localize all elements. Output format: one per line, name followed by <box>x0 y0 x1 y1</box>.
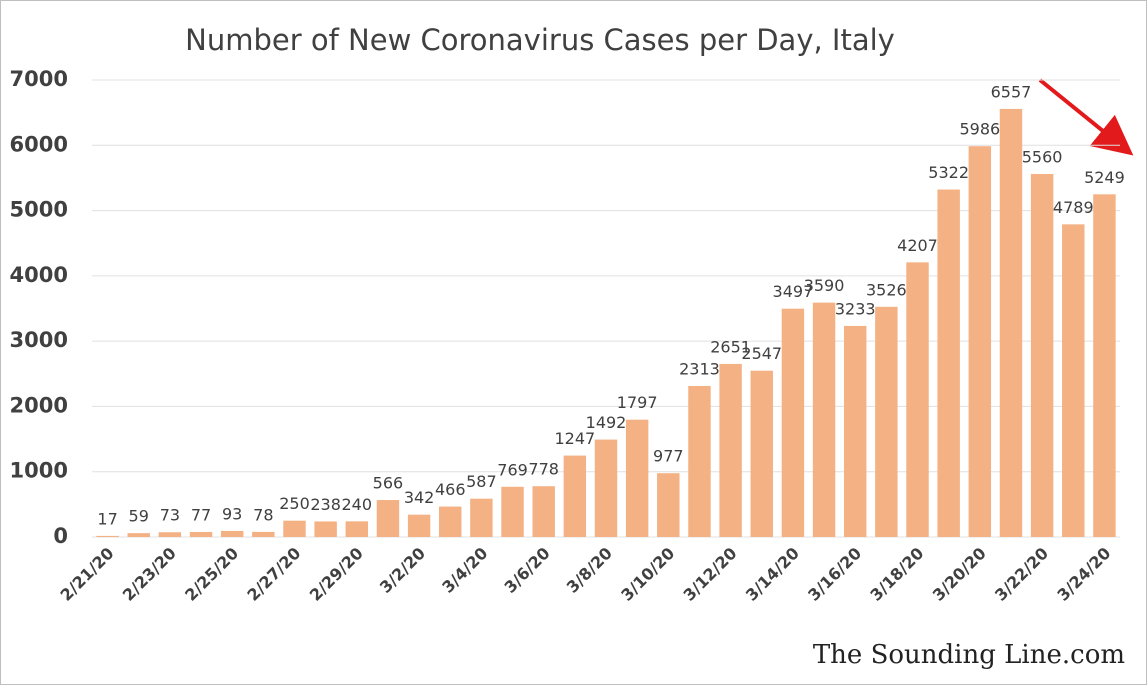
bar <box>875 306 898 537</box>
bar <box>968 146 992 537</box>
bar <box>407 514 431 537</box>
data-label: 778 <box>528 460 559 479</box>
data-label: 78 <box>253 505 273 524</box>
data-label: 3233 <box>835 299 876 318</box>
bar <box>96 535 119 537</box>
data-label: 566 <box>373 474 404 493</box>
data-label: 769 <box>497 460 528 479</box>
bar <box>470 498 493 537</box>
data-label: 3526 <box>866 280 907 299</box>
data-label: 1247 <box>554 429 595 448</box>
data-label: 2313 <box>679 359 720 378</box>
y-tick-label: 5000 <box>10 198 68 222</box>
bar <box>158 532 182 537</box>
y-tick-label: 0 <box>53 524 68 548</box>
data-label: 342 <box>404 488 435 507</box>
bar <box>314 521 337 537</box>
bar <box>812 302 836 537</box>
bar <box>563 455 587 537</box>
data-label: 6557 <box>991 82 1032 101</box>
bar <box>906 262 929 537</box>
bar <box>657 473 680 537</box>
bar <box>220 530 244 537</box>
bar <box>1062 224 1085 537</box>
bar <box>999 108 1023 537</box>
bar <box>688 385 711 537</box>
bar <box>252 531 275 537</box>
data-label: 73 <box>160 506 180 525</box>
chart-title: Number of New Coronavirus Cases per Day,… <box>185 23 895 57</box>
y-tick-label: 2000 <box>10 393 68 417</box>
data-label: 59 <box>129 507 149 526</box>
bar <box>283 520 306 537</box>
data-label: 5560 <box>1022 148 1063 167</box>
data-label: 17 <box>97 509 117 528</box>
watermark: The Sounding Line.com <box>813 640 1125 670</box>
bar <box>439 506 462 537</box>
data-label: 77 <box>191 505 211 524</box>
y-tick-label: 7000 <box>10 67 68 91</box>
bar <box>937 189 960 537</box>
data-label: 240 <box>342 495 373 514</box>
trend-arrow <box>1038 78 1134 156</box>
bar <box>501 486 524 537</box>
data-label: 93 <box>222 504 242 523</box>
bar <box>127 533 150 537</box>
data-label: 238 <box>310 495 341 514</box>
bar <box>1030 174 1054 538</box>
data-label: 4789 <box>1053 198 1094 217</box>
data-label: 1492 <box>586 413 627 432</box>
data-label: 4207 <box>897 236 938 255</box>
data-label: 587 <box>466 472 497 491</box>
data-label: 5986 <box>959 120 1000 139</box>
bar <box>781 308 805 537</box>
bar <box>594 439 618 537</box>
data-label: 250 <box>279 494 310 513</box>
data-label: 3497 <box>773 282 814 301</box>
data-label: 5322 <box>928 163 969 182</box>
data-label: 1797 <box>617 393 658 412</box>
bar <box>843 325 867 537</box>
data-label: 3590 <box>804 276 845 295</box>
bar <box>345 521 369 537</box>
bar <box>625 419 649 537</box>
data-label: 2651 <box>710 337 751 356</box>
data-label: 466 <box>435 480 466 499</box>
bar <box>719 363 742 537</box>
data-label: 977 <box>653 447 684 466</box>
y-tick-label: 1000 <box>10 459 68 483</box>
data-label: 5249 <box>1084 168 1125 187</box>
bar <box>532 486 555 537</box>
y-tick-label: 4000 <box>10 263 68 287</box>
bar <box>189 531 213 537</box>
bar <box>1093 194 1116 537</box>
y-tick-label: 3000 <box>10 328 68 352</box>
y-tick-label: 6000 <box>10 132 68 156</box>
data-label: 2547 <box>741 344 782 363</box>
bar <box>750 370 773 537</box>
bar <box>376 500 400 537</box>
